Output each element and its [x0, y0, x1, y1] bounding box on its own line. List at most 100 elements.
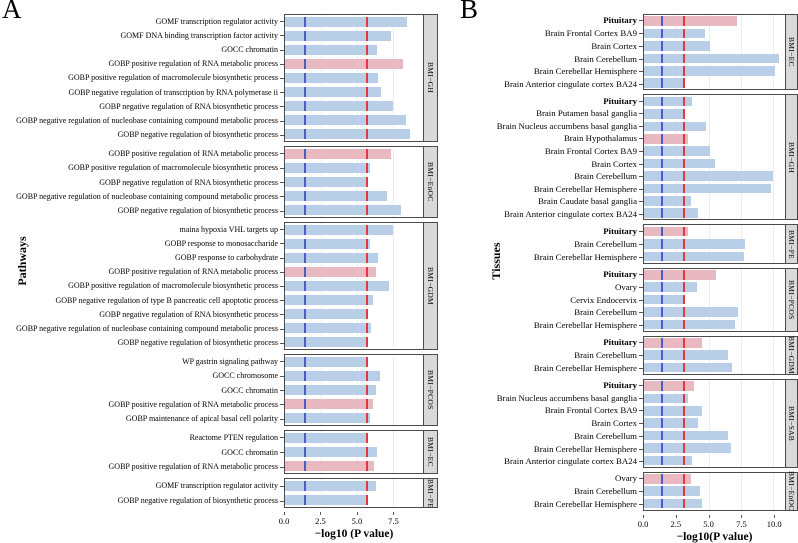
- bar: [644, 41, 710, 51]
- bar: [285, 384, 376, 396]
- bar-row: [644, 306, 785, 318]
- y-tick-mark: [280, 229, 284, 231]
- bar-row: [285, 493, 423, 507]
- category-label: GOBP positive regulation of RNA metaboli…: [0, 57, 284, 71]
- facet-group: Ovary Brain Cerebellum Brain Cerebellar He…: [458, 471, 798, 511]
- x-axis: 0.0 2.5 5.0 7.5: [279, 512, 424, 528]
- plot-panel: [643, 335, 786, 375]
- ref-line-blue: [660, 196, 663, 206]
- bar-row: [644, 417, 785, 429]
- bar-row: [285, 479, 423, 493]
- panel-letter-b: B: [460, 0, 479, 24]
- ref-line-blue: [660, 121, 663, 132]
- plot-panel: [284, 222, 424, 350]
- category-label: Pituitary: [458, 336, 643, 349]
- bar-row: [285, 397, 423, 411]
- y-tick-mark: [639, 20, 643, 22]
- bar-row: [644, 380, 785, 392]
- bar-row: [285, 147, 423, 161]
- ref-line-red: [365, 480, 368, 492]
- category-label: GOBP negative regulation of nucleobase c…: [0, 114, 284, 128]
- category-label: Ovary: [458, 280, 643, 293]
- y-tick-mark: [280, 182, 284, 184]
- bar: [644, 381, 695, 391]
- gridline: [708, 379, 710, 467]
- category-label: Pituitary: [458, 94, 643, 107]
- category-label: GOBP negative regulation of biosynthetic…: [0, 493, 284, 508]
- facet-group: GOMF transcription regulator activity GOM…: [0, 14, 455, 142]
- bar: [285, 72, 379, 84]
- y-tick-mark: [280, 466, 284, 468]
- bar-row: [285, 189, 423, 203]
- category-label: Brain Anterior cingulate cortex BA24: [458, 455, 643, 468]
- category-label: GOBP positive regulation of RNA metaboli…: [0, 397, 284, 411]
- bar: [644, 226, 688, 237]
- x-tick-mark: [741, 514, 743, 518]
- bar: [644, 443, 731, 453]
- ref-line-blue: [303, 162, 306, 174]
- ref-line-blue: [660, 307, 663, 317]
- category-label: GOBP positive regulation of RNA metaboli…: [0, 459, 284, 474]
- ref-line-blue: [303, 494, 306, 506]
- facet-group: Pituitary Brain Nucleus accumbens basal g…: [458, 378, 798, 468]
- plot-panel: [284, 354, 424, 426]
- category-labels: Ovary Brain Cerebellum Brain Cerebellar He…: [458, 472, 643, 511]
- category-label: Brain Cortex: [458, 417, 643, 430]
- ref-line-red: [682, 16, 685, 27]
- x-tick-label: 7.5: [736, 518, 747, 529]
- bar-row: [285, 251, 423, 265]
- bar: [285, 100, 393, 112]
- bar-row: [644, 65, 785, 77]
- category-label: Ovary: [458, 472, 643, 485]
- x-tick-label: 5.0: [351, 516, 363, 526]
- bar: [644, 109, 686, 119]
- x-tick-mark: [393, 512, 395, 515]
- y-tick-mark: [280, 21, 284, 23]
- bar-row: [285, 355, 423, 369]
- category-label: GOMF DNA binding transcription factor ac…: [0, 28, 284, 42]
- ref-line-blue: [303, 72, 306, 84]
- y-tick-mark: [280, 314, 284, 316]
- gridline: [773, 379, 775, 467]
- bar-row: [644, 95, 785, 107]
- y-tick-mark: [639, 151, 643, 153]
- bar-row: [285, 57, 423, 71]
- x-tick-mark: [320, 512, 322, 515]
- category-labels: Pituitary Brain Nucleus accumbens basal g…: [458, 379, 643, 468]
- y-tick-mark: [280, 452, 284, 453]
- ref-line-blue: [660, 171, 663, 181]
- category-label: WP gastrin signaling pathway: [0, 354, 284, 368]
- bar: [644, 307, 739, 317]
- ref-line-red: [682, 41, 685, 51]
- category-label: GOCC chromatin: [0, 445, 284, 460]
- y-tick-mark: [639, 368, 643, 370]
- ref-line-blue: [303, 356, 306, 368]
- ref-line-red: [365, 58, 368, 70]
- bar: [644, 350, 729, 360]
- bar: [644, 183, 771, 194]
- bar-row: [285, 445, 423, 459]
- ref-line-blue: [303, 432, 306, 444]
- gridline: [708, 95, 710, 220]
- bar-row: [285, 29, 423, 43]
- y-tick-mark: [639, 113, 643, 115]
- y-tick-mark: [280, 120, 284, 122]
- category-labels: WP gastrin signaling pathway GOCC chromos…: [0, 354, 284, 426]
- bar: [285, 432, 367, 444]
- ref-line-red: [682, 294, 685, 305]
- y-tick-mark: [280, 300, 284, 302]
- facet-strip: BMI−PCOS: [786, 267, 798, 332]
- facet-group: Pituitary Ovary Cervix Endocervix Brain Cer…: [458, 267, 798, 332]
- category-labels: Reactome PTEN regulation GOCC chromatin GO…: [0, 430, 284, 474]
- y-tick-mark: [639, 491, 643, 493]
- category-label: GOBP negative regulation of nucleobase c…: [0, 322, 284, 336]
- ref-line-blue: [660, 498, 663, 509]
- category-label: GOMF transcription regulator activity: [0, 478, 284, 493]
- bar: [644, 53, 779, 64]
- ref-line-red: [682, 362, 685, 373]
- bar-row: [644, 108, 785, 120]
- ref-line-blue: [660, 362, 663, 373]
- ref-line-blue: [660, 65, 663, 76]
- x-tick-mark: [675, 514, 677, 518]
- bar-row: [644, 337, 785, 349]
